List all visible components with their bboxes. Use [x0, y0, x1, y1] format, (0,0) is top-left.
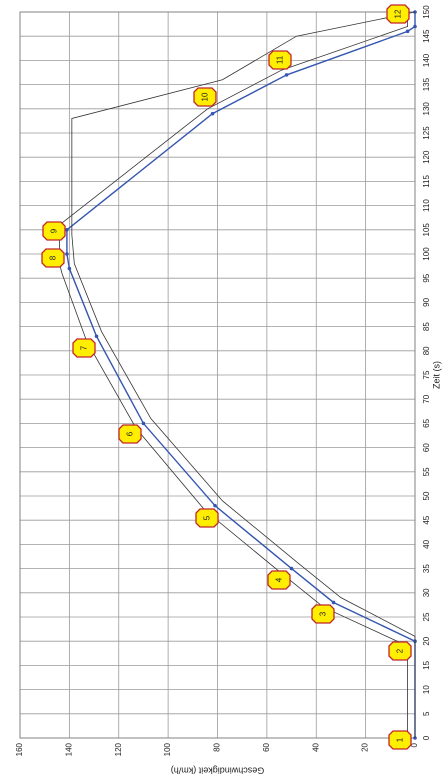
x-tick-label: 75	[422, 370, 431, 379]
annotation-label: 2	[396, 648, 405, 653]
y-tick-label: 80	[213, 742, 222, 751]
annotation-marker	[388, 641, 412, 661]
annotation-label: 12	[394, 9, 403, 18]
x-tick-label: 145	[422, 29, 431, 43]
annotation-label: 9	[50, 228, 59, 233]
data-point	[284, 73, 289, 77]
x-tick-label: 90	[422, 297, 431, 306]
x-tick-label: 120	[422, 150, 431, 164]
annotation-marker	[311, 604, 335, 624]
x-tick-label: 10	[422, 685, 431, 694]
x-tick-label: 65	[422, 418, 431, 427]
data-point	[65, 227, 69, 232]
annotation-label: 3	[319, 611, 328, 616]
data-point	[94, 334, 99, 339]
annotation-marker	[268, 50, 292, 70]
y-tick-label: 60	[262, 742, 271, 751]
x-tick-label: 5	[422, 711, 431, 716]
data-point	[413, 24, 417, 29]
data-point	[210, 111, 215, 116]
x-tick-label: 55	[422, 467, 431, 476]
x-tick-label: 85	[422, 322, 431, 331]
x-tick-label: 135	[422, 77, 431, 91]
annotation-label: 5	[203, 515, 212, 520]
x-tick-label: 105	[422, 223, 431, 237]
x-tick-label: 35	[422, 564, 431, 573]
x-tick-label: 70	[422, 394, 431, 403]
y-tick-label: 100	[163, 742, 172, 756]
data-point	[331, 600, 336, 605]
x-tick-label: 20	[422, 636, 431, 645]
annotation-label: 6	[126, 431, 135, 436]
annotation-label: 10	[201, 92, 210, 101]
series-line	[59, 12, 408, 738]
annotation-label: 11	[276, 55, 285, 64]
x-tick-label: 50	[422, 491, 431, 500]
x-tick-label: 150	[422, 5, 431, 19]
x-tick-label: 125	[422, 126, 431, 140]
x-tick-label: 45	[422, 515, 431, 524]
annotation-marker	[386, 4, 410, 24]
data-point	[289, 566, 294, 571]
data-point	[141, 421, 146, 426]
plot-group: 0510152025303540455055606570758085909510…	[15, 4, 441, 776]
data-point	[213, 503, 217, 508]
annotation-label: 8	[49, 255, 58, 260]
annotation-label: 4	[275, 577, 284, 582]
plot-border	[19, 11, 416, 739]
data-point	[405, 29, 410, 34]
x-tick-label: 25	[422, 612, 431, 621]
annotation-label: 1	[396, 737, 405, 742]
x-tick-label: 60	[422, 443, 431, 452]
annotation-marker	[195, 508, 219, 528]
y-axis-title: Geschwindigkeit (km/h)	[171, 766, 265, 776]
annotation-marker	[267, 570, 291, 590]
x-tick-label: 0	[422, 735, 431, 740]
x-tick-label: 100	[422, 247, 431, 261]
y-tick-label: 40	[311, 742, 320, 751]
annotation-label: 7	[80, 345, 89, 350]
annotation-marker	[72, 338, 96, 358]
data-point	[65, 252, 69, 256]
y-tick-label: 140	[64, 742, 73, 756]
data-point	[67, 266, 72, 271]
x-tick-label: 130	[422, 102, 431, 116]
annotation-marker	[42, 221, 66, 241]
series-line	[71, 11, 416, 738]
x-tick-label: 115	[422, 174, 431, 187]
annotation-marker	[388, 730, 412, 750]
y-tick-label: 20	[361, 742, 370, 751]
annotation-marker	[193, 87, 217, 107]
x-tick-label: 40	[422, 539, 431, 548]
y-tick-label: 0	[410, 742, 419, 747]
x-axis-title: Zeit (s)	[431, 361, 441, 389]
x-tick-label: 95	[422, 273, 431, 282]
x-tick-label: 80	[422, 346, 431, 355]
x-tick-label: 15	[422, 660, 431, 669]
x-tick-label: 30	[422, 588, 431, 597]
annotation-marker	[41, 248, 65, 268]
annotation-marker	[118, 424, 142, 444]
x-tick-label: 110	[422, 199, 431, 212]
x-tick-label: 140	[422, 53, 431, 67]
y-tick-label: 160	[15, 742, 24, 756]
y-tick-label: 120	[114, 742, 123, 756]
